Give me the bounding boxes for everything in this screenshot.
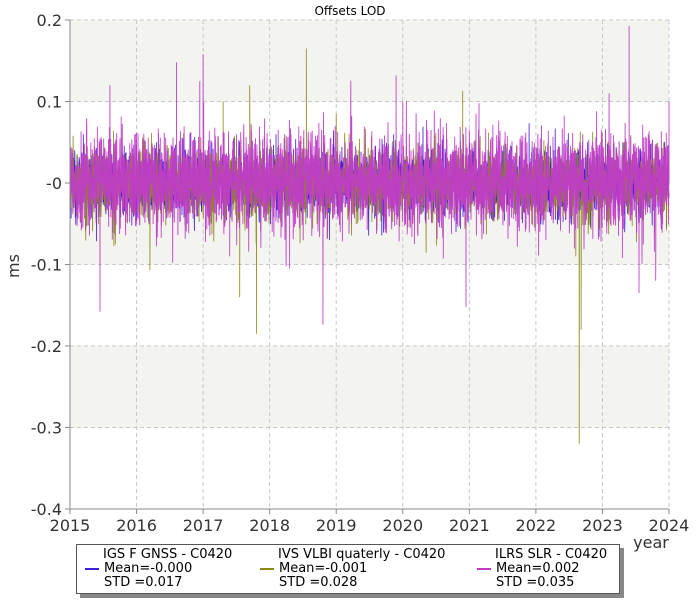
y-tick-label: 0.1: [37, 93, 62, 112]
x-tick-label: 2020: [382, 516, 423, 535]
legend-mean: Mean=-0.000: [104, 561, 193, 576]
y-tick-label: 0.2: [37, 11, 62, 30]
legend-mean: Mean=-0.001: [279, 561, 368, 576]
chart-title: Offsets LOD: [314, 4, 385, 18]
series-line-ilrs-slr: [69, 25, 670, 325]
x-tick-label: 2017: [183, 516, 224, 535]
legend-swatch: [85, 568, 99, 570]
x-tick-label: 2019: [316, 516, 357, 535]
legend-label: IGS F GNSS - C0420: [103, 547, 233, 562]
x-tick-label: 2022: [516, 516, 557, 535]
series-layer: [69, 25, 670, 444]
background-band: [70, 20, 669, 102]
x-tick-label: 2023: [582, 516, 623, 535]
x-axis-label: year: [633, 533, 669, 552]
legend-std: STD =0.035: [496, 575, 575, 590]
x-tick-label: 2016: [116, 516, 157, 535]
y-tick-label: -0.4: [31, 500, 62, 519]
x-tick-label: 2015: [50, 516, 91, 535]
axes: [65, 19, 670, 514]
y-axis-label: ms: [4, 254, 23, 278]
legend-item-igs-gnss: IGS F GNSS - C0420 Mean=-0.000 STD =0.01…: [85, 548, 232, 590]
legend-swatch: [260, 568, 274, 570]
legend-item-ivs-vlbi: IVS VLBI quaterly - C0420 Mean=-0.001 ST…: [260, 548, 445, 590]
x-tick-label: 2024: [649, 516, 690, 535]
y-tick-label: -0: [46, 174, 62, 193]
y-tick-label: -0.2: [31, 337, 62, 356]
x-tick-label: 2018: [249, 516, 290, 535]
x-tick-label: 2021: [449, 516, 490, 535]
legend-std: STD =0.017: [104, 575, 183, 590]
y-tick-label: -0.3: [31, 419, 62, 438]
legend-item-ilrs-slr: ILRS SLR - C0420 Mean=0.002 STD =0.035: [477, 548, 607, 590]
legend-std: STD =0.028: [279, 575, 358, 590]
legend-swatch: [477, 568, 491, 570]
legend-mean: Mean=0.002: [496, 561, 580, 576]
y-tick-labels: 0.2 0.1 -0 -0.1 -0.2 -0.3 -0.4: [31, 11, 62, 519]
legend: IGS F GNSS - C0420 Mean=-0.000 STD =0.01…: [76, 544, 620, 594]
y-tick-label: -0.1: [31, 256, 62, 275]
legend-label: ILRS SLR - C0420: [495, 547, 608, 562]
background-band: [70, 346, 669, 428]
x-tick-labels: 2015 2016 2017 2018 2019 2020 2021 2022 2023 2024: [50, 516, 690, 535]
legend-label: IVS VLBI quaterly - C0420: [278, 547, 446, 562]
